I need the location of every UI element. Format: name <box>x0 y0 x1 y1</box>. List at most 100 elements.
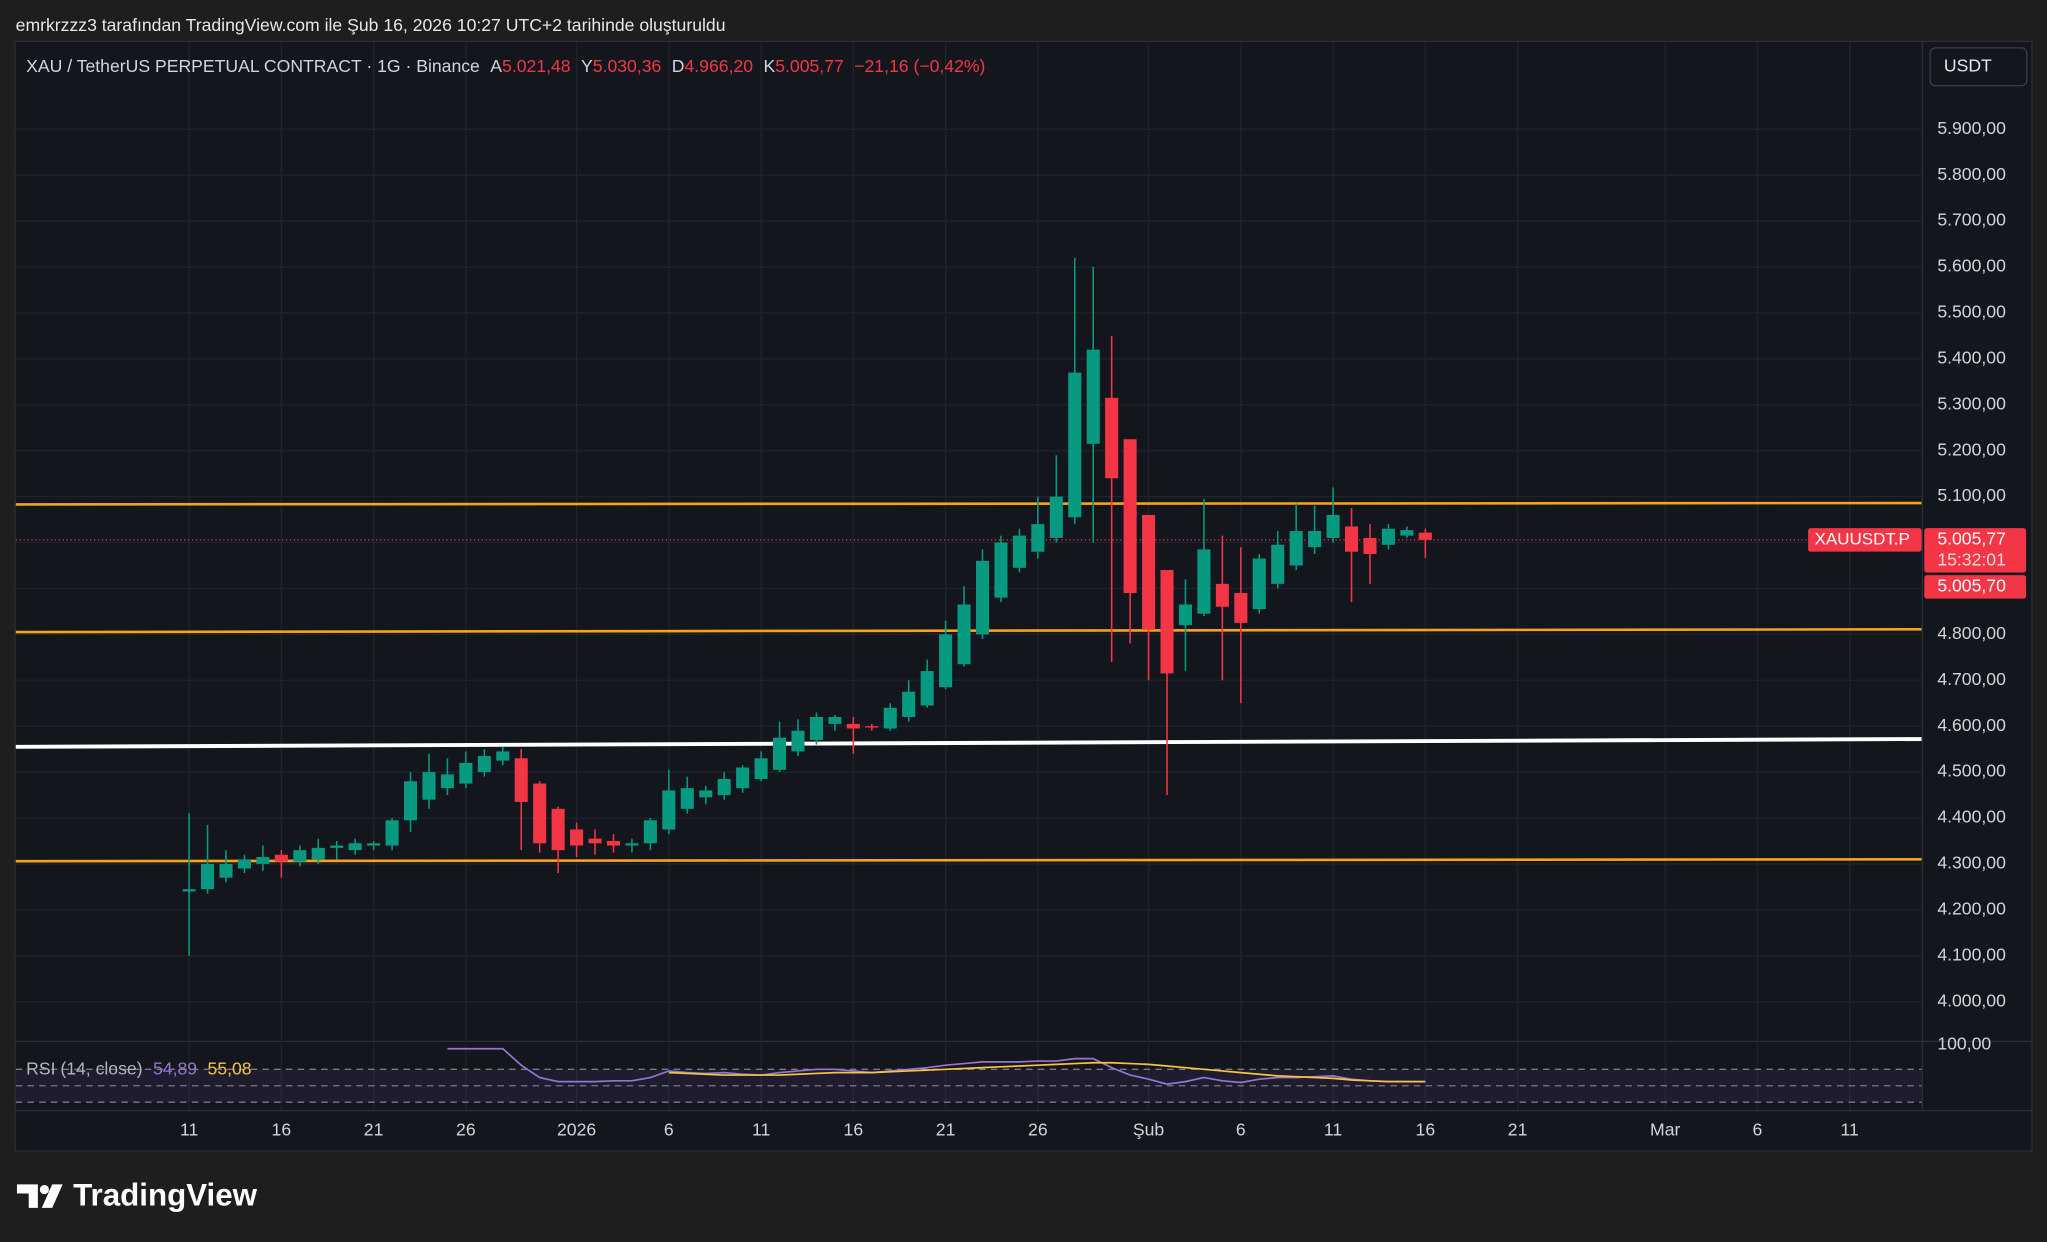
legend-key: K <box>763 55 775 75</box>
x-tick-label: 21 <box>936 1119 956 1139</box>
y-tick-label: 4.000,00 <box>1937 990 2006 1010</box>
bid-label-box <box>1924 575 2027 599</box>
legend: XAU / TetherUS PERPETUAL CONTRACT · 1G ·… <box>26 55 985 75</box>
symbol-label: XAUUSDT.P <box>1815 529 1910 548</box>
x-tick-label: 21 <box>1508 1119 1528 1139</box>
candle-body <box>533 783 547 844</box>
candle-body <box>201 863 215 890</box>
candle-body <box>551 808 565 851</box>
y-tick-label: 5.200,00 <box>1937 439 2006 459</box>
y-tick-label: 4.800,00 <box>1937 623 2006 643</box>
y-tick-label: 5.800,00 <box>1937 164 2006 184</box>
currency-label[interactable]: USDT <box>1944 55 1992 75</box>
legend-key: D <box>672 55 685 75</box>
candle-body <box>588 838 602 844</box>
countdown-label: 15:32:01 <box>1937 549 2006 569</box>
candle-body <box>846 723 860 729</box>
candle-body <box>994 542 1008 598</box>
candle-body <box>237 859 251 869</box>
rsi-pane <box>15 1047 1922 1103</box>
y-tick-label: 5.100,00 <box>1937 485 2006 505</box>
legend-value: 5.021,48 <box>502 55 571 75</box>
candle-body <box>219 863 233 878</box>
candle-body <box>348 843 362 851</box>
chart-panel <box>14 40 2033 1152</box>
x-tick-label: 16 <box>844 1119 864 1139</box>
candle-body <box>514 758 528 802</box>
axes: 4.000,00 4.100,00 4.200,00 4.300,00 4.400,00… <box>180 118 2027 1139</box>
candle-body <box>385 820 399 846</box>
candle-body <box>1234 593 1248 623</box>
x-tick-label: 2026 <box>557 1119 596 1139</box>
x-tick-label: 26 <box>456 1119 476 1139</box>
candle-body <box>1215 583 1229 607</box>
candle-body <box>1086 349 1100 444</box>
candle-body <box>1012 535 1026 568</box>
candle-body <box>754 758 768 779</box>
candle-body <box>1252 558 1266 610</box>
candle-body <box>920 671 934 706</box>
candle-body <box>1142 514 1156 630</box>
x-tick-label: 11 <box>180 1119 198 1139</box>
y-tick-label: 5.300,00 <box>1937 393 2006 413</box>
x-tick-label: 21 <box>364 1119 384 1139</box>
candle-body <box>311 847 325 860</box>
price-label-box <box>1924 528 2027 573</box>
legend-value: 4.966,20 <box>685 55 754 75</box>
candle-body <box>736 767 750 789</box>
candle-body <box>828 716 842 724</box>
candle-body <box>773 737 787 770</box>
candle-body <box>662 790 676 830</box>
brand-name: TradingView <box>73 1178 258 1213</box>
x-tick-label: 26 <box>1028 1119 1048 1139</box>
candle-body <box>1289 531 1303 566</box>
caption: emrkrzzz3 tarafından TradingView.com ile… <box>16 15 726 35</box>
y-tick-label: 4.600,00 <box>1937 715 2006 735</box>
candle-body <box>625 843 639 846</box>
candle-body <box>496 751 510 761</box>
candle-body <box>293 850 307 862</box>
x-tick-label: 11 <box>1841 1119 1859 1139</box>
candle-body <box>330 845 344 848</box>
candle-body <box>1031 524 1045 552</box>
candle-body <box>459 762 473 784</box>
brand-logo-part <box>16 1184 38 1208</box>
trend-line <box>15 737 1922 749</box>
y-tick-label: 4.500,00 <box>1937 761 2006 781</box>
y-tick-label: 5.500,00 <box>1937 302 2006 322</box>
candle-body <box>1160 570 1174 674</box>
candle-body <box>939 634 953 688</box>
candle-body <box>902 691 916 717</box>
candle-body <box>1345 526 1359 552</box>
rsi-legend: RSI (14, close) 54,89 55,08 <box>26 1058 252 1078</box>
brand: TradingView <box>16 1178 258 1213</box>
candle-body <box>1308 531 1322 548</box>
rsi-tick-label: 100,00 <box>1937 1033 1991 1053</box>
currency-button-frame[interactable] <box>1929 47 2028 87</box>
candle-body <box>1271 544 1285 584</box>
y-tick-label: 4.200,00 <box>1937 899 2006 919</box>
main-pane <box>15 257 1922 956</box>
candle-body <box>256 857 270 864</box>
grid <box>15 42 1922 1110</box>
candle-body <box>1068 372 1082 518</box>
x-tick-label: 11 <box>1324 1119 1342 1139</box>
candle-body <box>182 889 196 892</box>
candle-body <box>1178 604 1192 626</box>
x-tick-label: 6 <box>664 1119 674 1139</box>
y-tick-label: 4.300,00 <box>1937 853 2006 873</box>
y-tick-label: 4.700,00 <box>1937 669 2006 689</box>
candle-body <box>1105 397 1119 479</box>
rsi-title: RSI (14, close) <box>26 1058 142 1078</box>
candle-body <box>809 716 823 740</box>
y-tick-label: 5.700,00 <box>1937 210 2006 230</box>
candle-body <box>1400 530 1414 536</box>
legend-key: Y <box>581 55 593 75</box>
rsi-line <box>668 1061 1426 1083</box>
candle-body <box>1381 528 1395 545</box>
currency-button[interactable]: USDT <box>1929 47 2028 87</box>
x-tick-label: 16 <box>272 1119 292 1139</box>
candle-body <box>570 829 584 846</box>
